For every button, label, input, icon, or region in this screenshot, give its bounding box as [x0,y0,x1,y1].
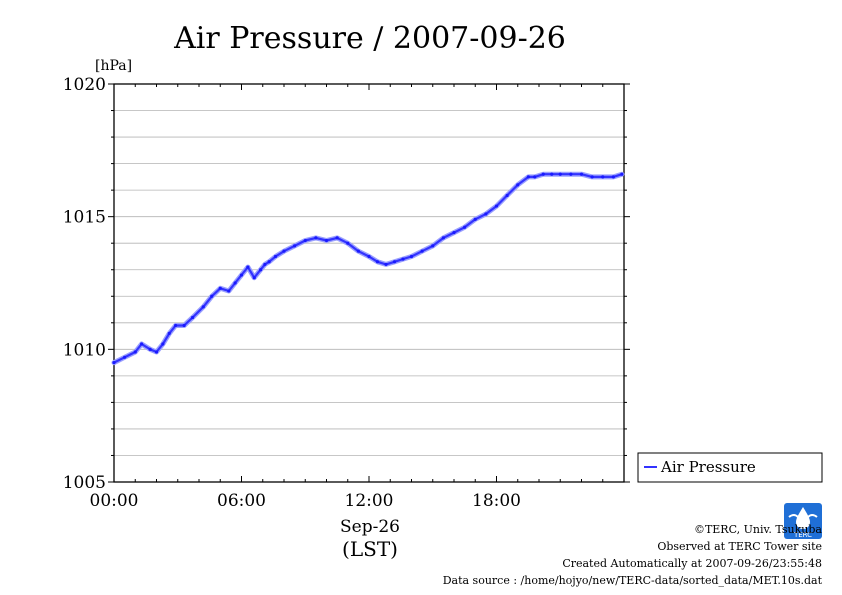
data-point [526,175,530,179]
data-point [252,276,256,280]
axis-ticks [108,83,630,483]
y-tick-label: 1010 [63,340,106,360]
logo-text: TERC [793,531,812,539]
x-axis-label: Sep-26 [340,517,400,537]
data-point [516,183,520,187]
data-point [182,323,186,328]
data-point [314,236,318,240]
data-point [293,244,297,248]
data-point [384,262,388,267]
y-tick-label: 1005 [63,473,106,493]
terc-logo: TERC [784,503,822,539]
data-point [505,193,509,198]
y-axis-label: [hPa] [95,58,132,74]
legend-label: Air Pressure [660,458,756,476]
data-point [123,355,127,359]
data-point [367,254,371,259]
data-point [558,172,562,176]
data-point [463,225,467,229]
data-point [569,172,573,176]
copyright-text: ©TERC, Univ. Tsukuba [693,523,822,536]
data-point [335,236,339,240]
x-tick-label: 12:00 [345,491,394,511]
data-point [210,294,214,298]
chart-title: Air Pressure / 2007-09-26 [173,21,566,56]
data-point [431,244,435,248]
created-text: Created Automatically at 2007-09-26/23:5… [562,557,822,570]
data-point [420,249,424,253]
data-point [409,254,414,259]
data-point [148,347,152,351]
data-point [452,230,456,235]
x-axis-sublabel: (LST) [342,537,398,561]
data-point [161,342,165,346]
source-text: Data source : /home/hojyo/new/TERC-data/… [442,574,822,587]
data-point [191,315,195,320]
data-point [267,260,271,264]
data-point [167,331,171,336]
data-point [259,268,263,272]
data-point [441,236,445,240]
data-point [484,212,488,216]
x-tick-labels: 00:00 06:00 12:00 18:00 [90,491,522,511]
legend: Air Pressure [637,452,823,483]
data-point [324,238,329,243]
x-tick-label: 06:00 [217,491,266,511]
legend-box [637,452,823,483]
data-point [303,238,307,243]
data-point [550,172,554,176]
grid [114,110,624,456]
data-point [174,323,178,328]
data-point [401,257,405,261]
data-point [590,175,594,179]
data-point [112,361,116,365]
data-point [346,241,350,245]
data-point [533,175,537,179]
data-point [473,217,477,221]
observed-text: Observed at TERC Tower site [657,540,822,553]
data-point [579,172,584,176]
series-halo [111,171,625,366]
data-point [239,273,244,277]
data-point [375,260,380,264]
data-point [227,289,231,293]
data-point [392,260,397,264]
data-point [218,286,222,290]
drop-icon [796,507,810,529]
data-point [601,175,605,179]
data-point [611,175,615,179]
x-tick-label: 00:00 [90,491,139,511]
data-point [233,281,237,285]
plot-frame [113,83,625,483]
data-point [356,249,360,253]
data-point [494,204,499,208]
data-point [246,265,250,269]
series-group [111,171,625,366]
y-tick-labels: 1005 1010 1015 1020 [63,75,106,493]
x-tick-label: 18:00 [472,491,521,511]
series-line-air-pressure [112,173,624,364]
data-point [154,350,159,354]
data-point [620,172,624,176]
data-point [263,262,267,267]
data-point [273,254,278,259]
data-point [541,172,545,176]
data-point [282,249,286,253]
y-tick-label: 1015 [63,208,106,228]
data-point [140,342,144,346]
data-point [201,305,205,309]
terc-logo-mark: TERC [788,507,818,539]
y-tick-label: 1020 [63,75,106,95]
data-point [133,350,137,354]
